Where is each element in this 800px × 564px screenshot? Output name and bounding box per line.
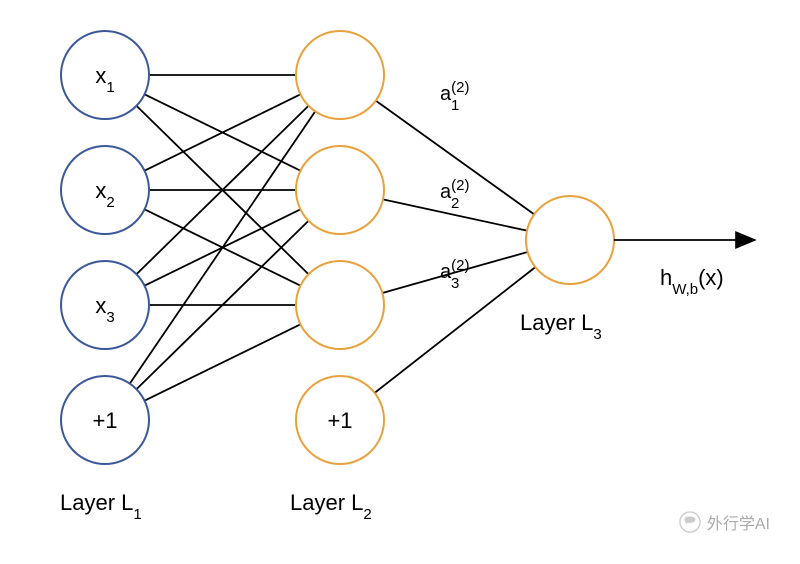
output-arrow: hW,b(x) xyxy=(614,240,755,298)
activation-sub-1: 1 xyxy=(451,97,459,114)
edge xyxy=(145,324,301,400)
layer-label-L3: Layer L3 xyxy=(520,310,602,343)
neural-network-diagram: x1x2x3+1+1 a(2)1a(2)2a(2)3 Layer L1Layer… xyxy=(0,0,800,564)
edges xyxy=(130,75,536,401)
node-o1 xyxy=(526,196,614,284)
nodes: x1x2x3+1+1 xyxy=(61,31,614,464)
watermark: 外行学AI xyxy=(679,510,770,534)
layer-label-L1: Layer L1 xyxy=(60,490,142,523)
layer-label-L2: Layer L2 xyxy=(290,490,372,523)
node-h1 xyxy=(296,31,384,119)
edge-labels: a(2)1a(2)2a(2)3 xyxy=(440,79,469,293)
edge xyxy=(130,111,315,383)
node-h2 xyxy=(296,146,384,234)
chat-icon xyxy=(679,511,701,533)
node-label-b2: +1 xyxy=(327,408,352,433)
activation-sub-3: 3 xyxy=(451,275,459,292)
node-label-b1: +1 xyxy=(92,408,117,433)
activation-sub-2: 2 xyxy=(451,195,459,212)
watermark-text: 外行学AI xyxy=(707,510,770,534)
node-h3 xyxy=(296,261,384,349)
output-label: hW,b(x) xyxy=(660,265,724,298)
